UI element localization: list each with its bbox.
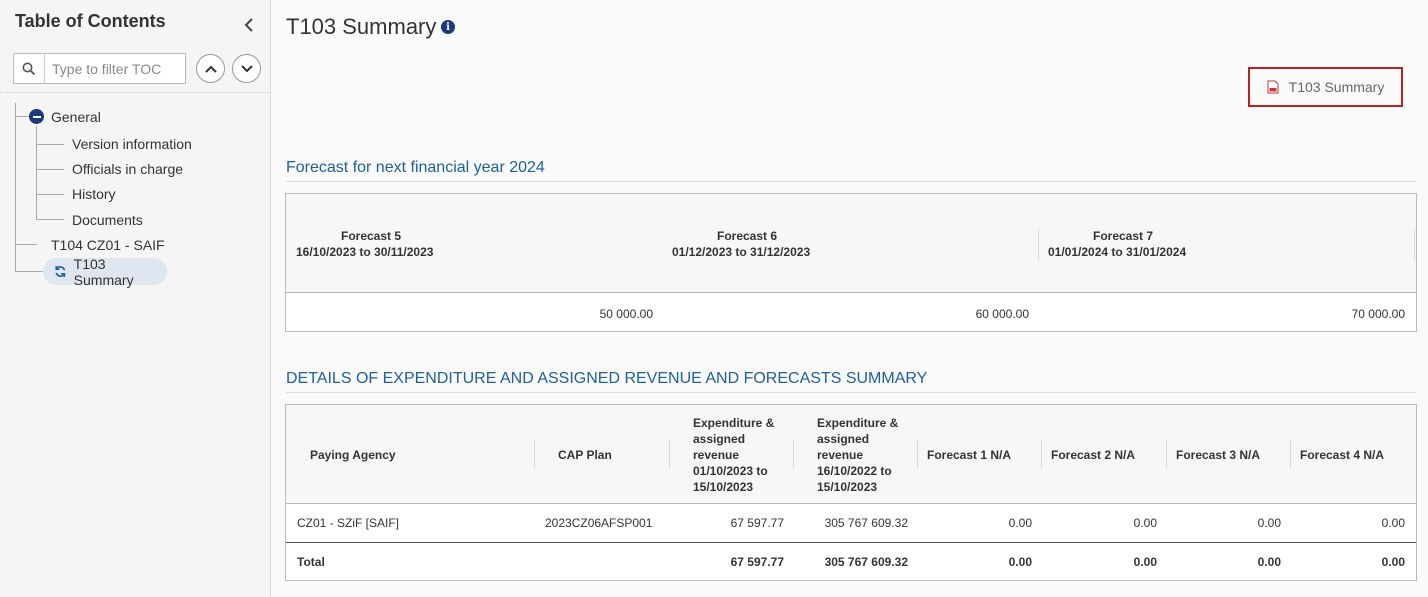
column-divider [1290, 439, 1291, 469]
cell-cap-plan: 2023CZ06AFSP001 [545, 516, 653, 530]
column-divider [1166, 439, 1167, 469]
toc-item-documents[interactable]: Documents [72, 212, 143, 228]
pdf-report-button[interactable]: T103 Summary [1248, 67, 1403, 107]
total-expenditure-current: 67 597.77 [730, 555, 784, 569]
column-divider [534, 439, 535, 469]
forecast-7-header: Forecast 7 01/01/2024 to 31/01/2024 [1048, 229, 1187, 259]
total-row-separator [286, 542, 1416, 543]
column-divider [1414, 228, 1415, 261]
toc-item-history[interactable]: History [72, 186, 116, 202]
tree-line [15, 271, 43, 272]
info-icon[interactable]: i [441, 20, 455, 34]
header-forecast-4: Forecast 4 N/A [1300, 448, 1385, 462]
forecast-7-value: 70 000.00 [1351, 307, 1405, 321]
cell-expenditure-current: 67 597.77 [730, 516, 784, 530]
total-forecast-1: 0.00 [1008, 555, 1032, 569]
toc-next-button[interactable] [232, 54, 261, 83]
tree-line [36, 126, 37, 219]
header-cap-plan: CAP Plan [558, 448, 612, 462]
toc-item-t104[interactable]: T104 CZ01 - SAIF [51, 237, 165, 253]
cell-forecast-2: 0.00 [1133, 516, 1157, 530]
header-expenditure-cumulative: Expenditure & assigned revenue 16/10/202… [817, 416, 899, 494]
column-divider [917, 439, 918, 469]
toc-sidebar: Table of Contents General Version inform… [0, 0, 271, 597]
refresh-icon [55, 266, 66, 277]
cell-expenditure-cumulative: 305 767 609.32 [824, 516, 908, 530]
section-rule [286, 392, 1417, 393]
toc-filter-input[interactable] [45, 60, 183, 77]
cell-paying-agency: CZ01 - SZiF [SAIF] [297, 516, 400, 530]
forecast-section-title: Forecast for next financial year 2024 [286, 159, 545, 176]
header-expenditure-current: Expenditure & assigned revenue 01/10/202… [693, 416, 775, 494]
total-forecast-3: 0.00 [1257, 555, 1281, 569]
column-divider [669, 439, 670, 469]
column-divider [793, 439, 794, 469]
pdf-file-icon [1267, 80, 1279, 94]
details-section-title: DETAILS OF EXPENDITURE AND ASSIGNED REVE… [286, 370, 928, 387]
section-rule [286, 181, 1417, 182]
toc-item-t103-active[interactable]: T103 Summary [43, 255, 167, 288]
tree-line [15, 116, 29, 117]
toc-item-label: T103 Summary [73, 255, 134, 288]
chevron-left-icon [244, 18, 253, 32]
column-divider [1038, 228, 1039, 261]
tree-line [36, 169, 64, 170]
tree-line [15, 103, 16, 271]
details-table: Paying Agency CAP Plan Expenditure & ass… [285, 404, 1417, 581]
forecast-5-value: 50 000.00 [599, 307, 653, 321]
forecast-6-header: Forecast 6 01/12/2023 to 31/12/2023 [672, 229, 811, 259]
total-forecast-2: 0.00 [1133, 555, 1157, 569]
total-expenditure-cumulative: 305 767 609.32 [824, 555, 908, 569]
tree-line [15, 244, 37, 245]
chevron-down-icon [240, 64, 253, 72]
search-icon [14, 54, 45, 83]
forecast-table-header: Forecast 5 16/10/2023 to 30/11/2023 Fore… [286, 194, 1416, 293]
chevron-up-icon [204, 65, 217, 73]
cell-forecast-1: 0.00 [1008, 516, 1032, 530]
toc-filter [13, 53, 186, 84]
header-paying-agency: Paying Agency [310, 448, 396, 462]
divider [0, 92, 270, 93]
tree-line [36, 144, 64, 145]
toc-item-general[interactable]: General [51, 109, 101, 125]
header-forecast-3: Forecast 3 N/A [1176, 448, 1261, 462]
forecast-6-value: 60 000.00 [975, 307, 1029, 321]
forecast-5-header: Forecast 5 16/10/2023 to 30/11/2023 [296, 229, 434, 259]
forecast-table: Forecast 5 16/10/2023 to 30/11/2023 Fore… [285, 193, 1417, 332]
tree-line [36, 219, 64, 220]
cell-forecast-4: 0.00 [1381, 516, 1405, 530]
details-table-header: Paying Agency CAP Plan Expenditure & ass… [286, 405, 1416, 504]
toc-item-officials-in-charge[interactable]: Officials in charge [72, 161, 184, 177]
tree-line [36, 194, 64, 195]
toc-title: Table of Contents [15, 11, 166, 31]
collapse-sidebar-button[interactable] [239, 13, 259, 37]
collapse-minus-icon[interactable] [29, 109, 44, 124]
total-forecast-4: 0.00 [1381, 555, 1405, 569]
pdf-button-label: T103 Summary [1288, 79, 1385, 95]
total-label: Total [297, 555, 325, 569]
toc-tree [0, 0, 270, 300]
header-forecast-2: Forecast 2 N/A [1051, 448, 1136, 462]
page-title: T103 Summary [286, 14, 437, 39]
column-divider [1041, 439, 1042, 469]
header-forecast-1: Forecast 1 N/A [927, 448, 1012, 462]
cell-forecast-3: 0.00 [1257, 516, 1281, 530]
toc-prev-button[interactable] [196, 54, 225, 83]
toc-item-version-information[interactable]: Version information [72, 136, 192, 152]
